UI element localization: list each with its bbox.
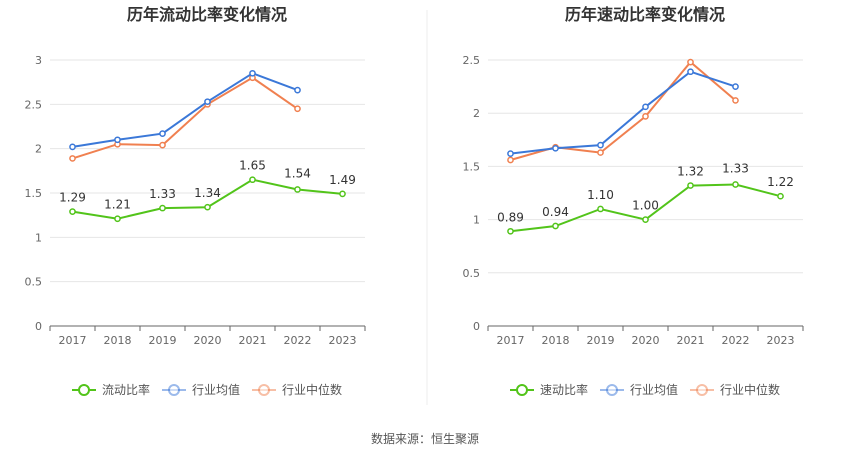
data-point: [552, 144, 559, 152]
data-point: [732, 181, 739, 188]
legend-marker[interactable]: [696, 384, 708, 396]
legend-label[interactable]: 流动比率: [102, 382, 150, 397]
y-tick-label: 0.5: [25, 276, 43, 289]
data-point: [687, 68, 694, 76]
y-tick-label: 2.5: [25, 98, 43, 111]
data-label: 1.49: [329, 173, 356, 187]
chart-title: 历年流动比率变化情况: [127, 5, 287, 24]
x-tick-label: 2017: [497, 334, 525, 347]
data-point: [642, 103, 649, 111]
legend-label[interactable]: 速动比率: [540, 382, 588, 397]
data-point: [69, 143, 76, 151]
data-point: [597, 149, 604, 156]
data-label: 1.33: [722, 161, 749, 175]
data-point: [339, 190, 346, 198]
data-label: 0.89: [497, 210, 524, 224]
data-point: [159, 130, 166, 137]
data-label: 1.32: [677, 165, 704, 179]
legend-label[interactable]: 行业中位数: [282, 382, 342, 397]
legend-label[interactable]: 行业均值: [192, 382, 240, 397]
legend-marker[interactable]: [258, 384, 270, 396]
x-tick-label: 2017: [59, 334, 87, 347]
data-point: [507, 156, 514, 164]
data-point: [204, 203, 211, 211]
legend-marker[interactable]: [516, 384, 528, 396]
y-tick-label: 2.5: [463, 54, 481, 67]
x-tick-label: 2020: [194, 334, 222, 347]
y-tick-label: 0.5: [463, 267, 481, 280]
x-tick-label: 2019: [149, 334, 177, 347]
data-point: [552, 222, 559, 230]
legend-label[interactable]: 行业均值: [630, 382, 678, 397]
data-point: [777, 192, 784, 200]
data-point: [507, 150, 514, 157]
x-tick-label: 2018: [542, 334, 570, 347]
data-point: [642, 216, 649, 223]
y-tick-label: 2: [473, 107, 480, 120]
series-line: [72, 76, 299, 160]
data-point: [732, 97, 739, 104]
chart-title: 历年速动比率变化情况: [565, 5, 725, 24]
x-tick-label: 2020: [632, 334, 660, 347]
data-point: [114, 136, 121, 144]
data-label: 0.94: [542, 205, 569, 219]
data-point: [597, 141, 604, 149]
x-tick-label: 2023: [329, 334, 357, 347]
data-point: [249, 176, 256, 184]
data-point: [732, 83, 739, 90]
x-tick-label: 2021: [677, 334, 705, 347]
data-point: [687, 182, 694, 189]
data-point: [159, 204, 166, 212]
y-tick-label: 1.5: [463, 160, 481, 173]
y-tick-label: 1: [35, 231, 42, 244]
series-line: [72, 72, 298, 148]
series-line: [510, 70, 736, 155]
legend-marker[interactable]: [78, 384, 90, 396]
x-tick-label: 2022: [284, 334, 312, 347]
x-tick-label: 2018: [104, 334, 132, 347]
data-point: [69, 208, 76, 215]
data-label: 1.21: [104, 198, 131, 212]
x-tick-label: 2019: [587, 334, 615, 347]
data-label: 1.54: [284, 166, 311, 180]
y-tick-label: 0: [473, 320, 480, 333]
x-tick-label: 2022: [722, 334, 750, 347]
legend-label[interactable]: 行业中位数: [720, 382, 780, 397]
data-point: [204, 98, 211, 106]
data-point: [687, 58, 694, 66]
y-tick-label: 2: [35, 143, 42, 156]
data-point: [249, 69, 256, 77]
x-tick-label: 2023: [767, 334, 795, 347]
data-label: 1.34: [194, 186, 221, 200]
data-point: [159, 141, 166, 149]
data-point: [294, 186, 301, 193]
y-tick-label: 1.5: [25, 187, 43, 200]
data-label: 1.10: [587, 188, 614, 202]
data-point: [597, 205, 604, 213]
data-label: 1.22: [767, 175, 794, 189]
series-line: [510, 60, 737, 161]
data-point: [642, 113, 649, 120]
data-point: [507, 227, 514, 235]
data-point: [69, 155, 76, 162]
data-point: [294, 105, 301, 113]
data-label: 1.33: [149, 187, 176, 201]
data-source-note: 数据来源：恒生聚源: [371, 431, 479, 446]
data-label: 1.00: [632, 199, 659, 213]
y-tick-label: 3: [35, 54, 42, 67]
y-tick-label: 1: [473, 214, 480, 227]
legend-marker[interactable]: [606, 384, 618, 396]
data-point: [294, 86, 301, 94]
data-label: 1.29: [59, 191, 86, 205]
x-tick-label: 2021: [239, 334, 267, 347]
legend-marker[interactable]: [168, 384, 180, 396]
data-label: 1.65: [239, 159, 266, 173]
data-point: [114, 215, 121, 223]
y-tick-label: 0: [35, 320, 42, 333]
